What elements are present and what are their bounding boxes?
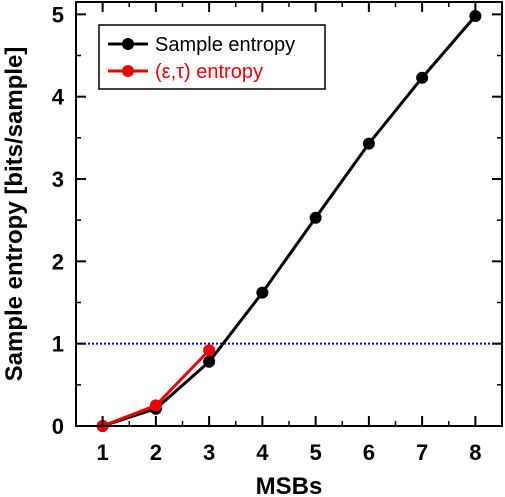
- x-tick-label-2: 2: [150, 440, 162, 465]
- series-0-point-4: [309, 211, 322, 224]
- legend-label-eps-tau-entropy: (ε,τ) entropy: [155, 61, 263, 83]
- series-0-point-5: [362, 137, 375, 150]
- series-0-point-3: [256, 286, 269, 299]
- legend-marker-sample-entropy: [122, 38, 134, 50]
- legend: Sample entropy (ε,τ) entropy: [98, 24, 326, 90]
- x-axis-label: MSBs: [256, 473, 323, 497]
- series-1-point-1: [149, 399, 162, 412]
- y-tick-label-0: 0: [52, 414, 64, 439]
- series-0-point-2: [203, 355, 216, 368]
- plot-area: [76, 9, 502, 432]
- series-0-point-6: [416, 71, 429, 84]
- legend-box: [98, 24, 326, 90]
- x-tick-label-1: 1: [97, 440, 109, 465]
- series-0-point-7: [469, 9, 482, 22]
- x-tick-label-3: 3: [203, 440, 215, 465]
- legend-marker-eps-tau-entropy: [122, 65, 134, 77]
- x-tick-label-6: 6: [363, 440, 375, 465]
- x-tick-label-8: 8: [469, 440, 481, 465]
- y-axis-label: Sample entropy [bits/sample]: [1, 47, 28, 382]
- series-1-point-2: [203, 344, 216, 357]
- x-tick-label-5: 5: [310, 440, 322, 465]
- series-line-0: [102, 15, 477, 428]
- y-tick-label-2: 2: [52, 249, 64, 274]
- tick-labels: 1 2 3 4 5 6 7 8 0 1 2 3 4 5: [52, 2, 482, 465]
- legend-label-sample-entropy: Sample entropy: [155, 34, 295, 56]
- y-tick-label-3: 3: [52, 167, 64, 192]
- y-tick-label-1: 1: [52, 332, 64, 357]
- y-tick-label-4: 4: [52, 85, 65, 110]
- x-tick-label-7: 7: [416, 440, 428, 465]
- x-tick-label-4: 4: [256, 440, 269, 465]
- axes: [75, 1, 503, 427]
- y-tick-label-5: 5: [52, 2, 64, 27]
